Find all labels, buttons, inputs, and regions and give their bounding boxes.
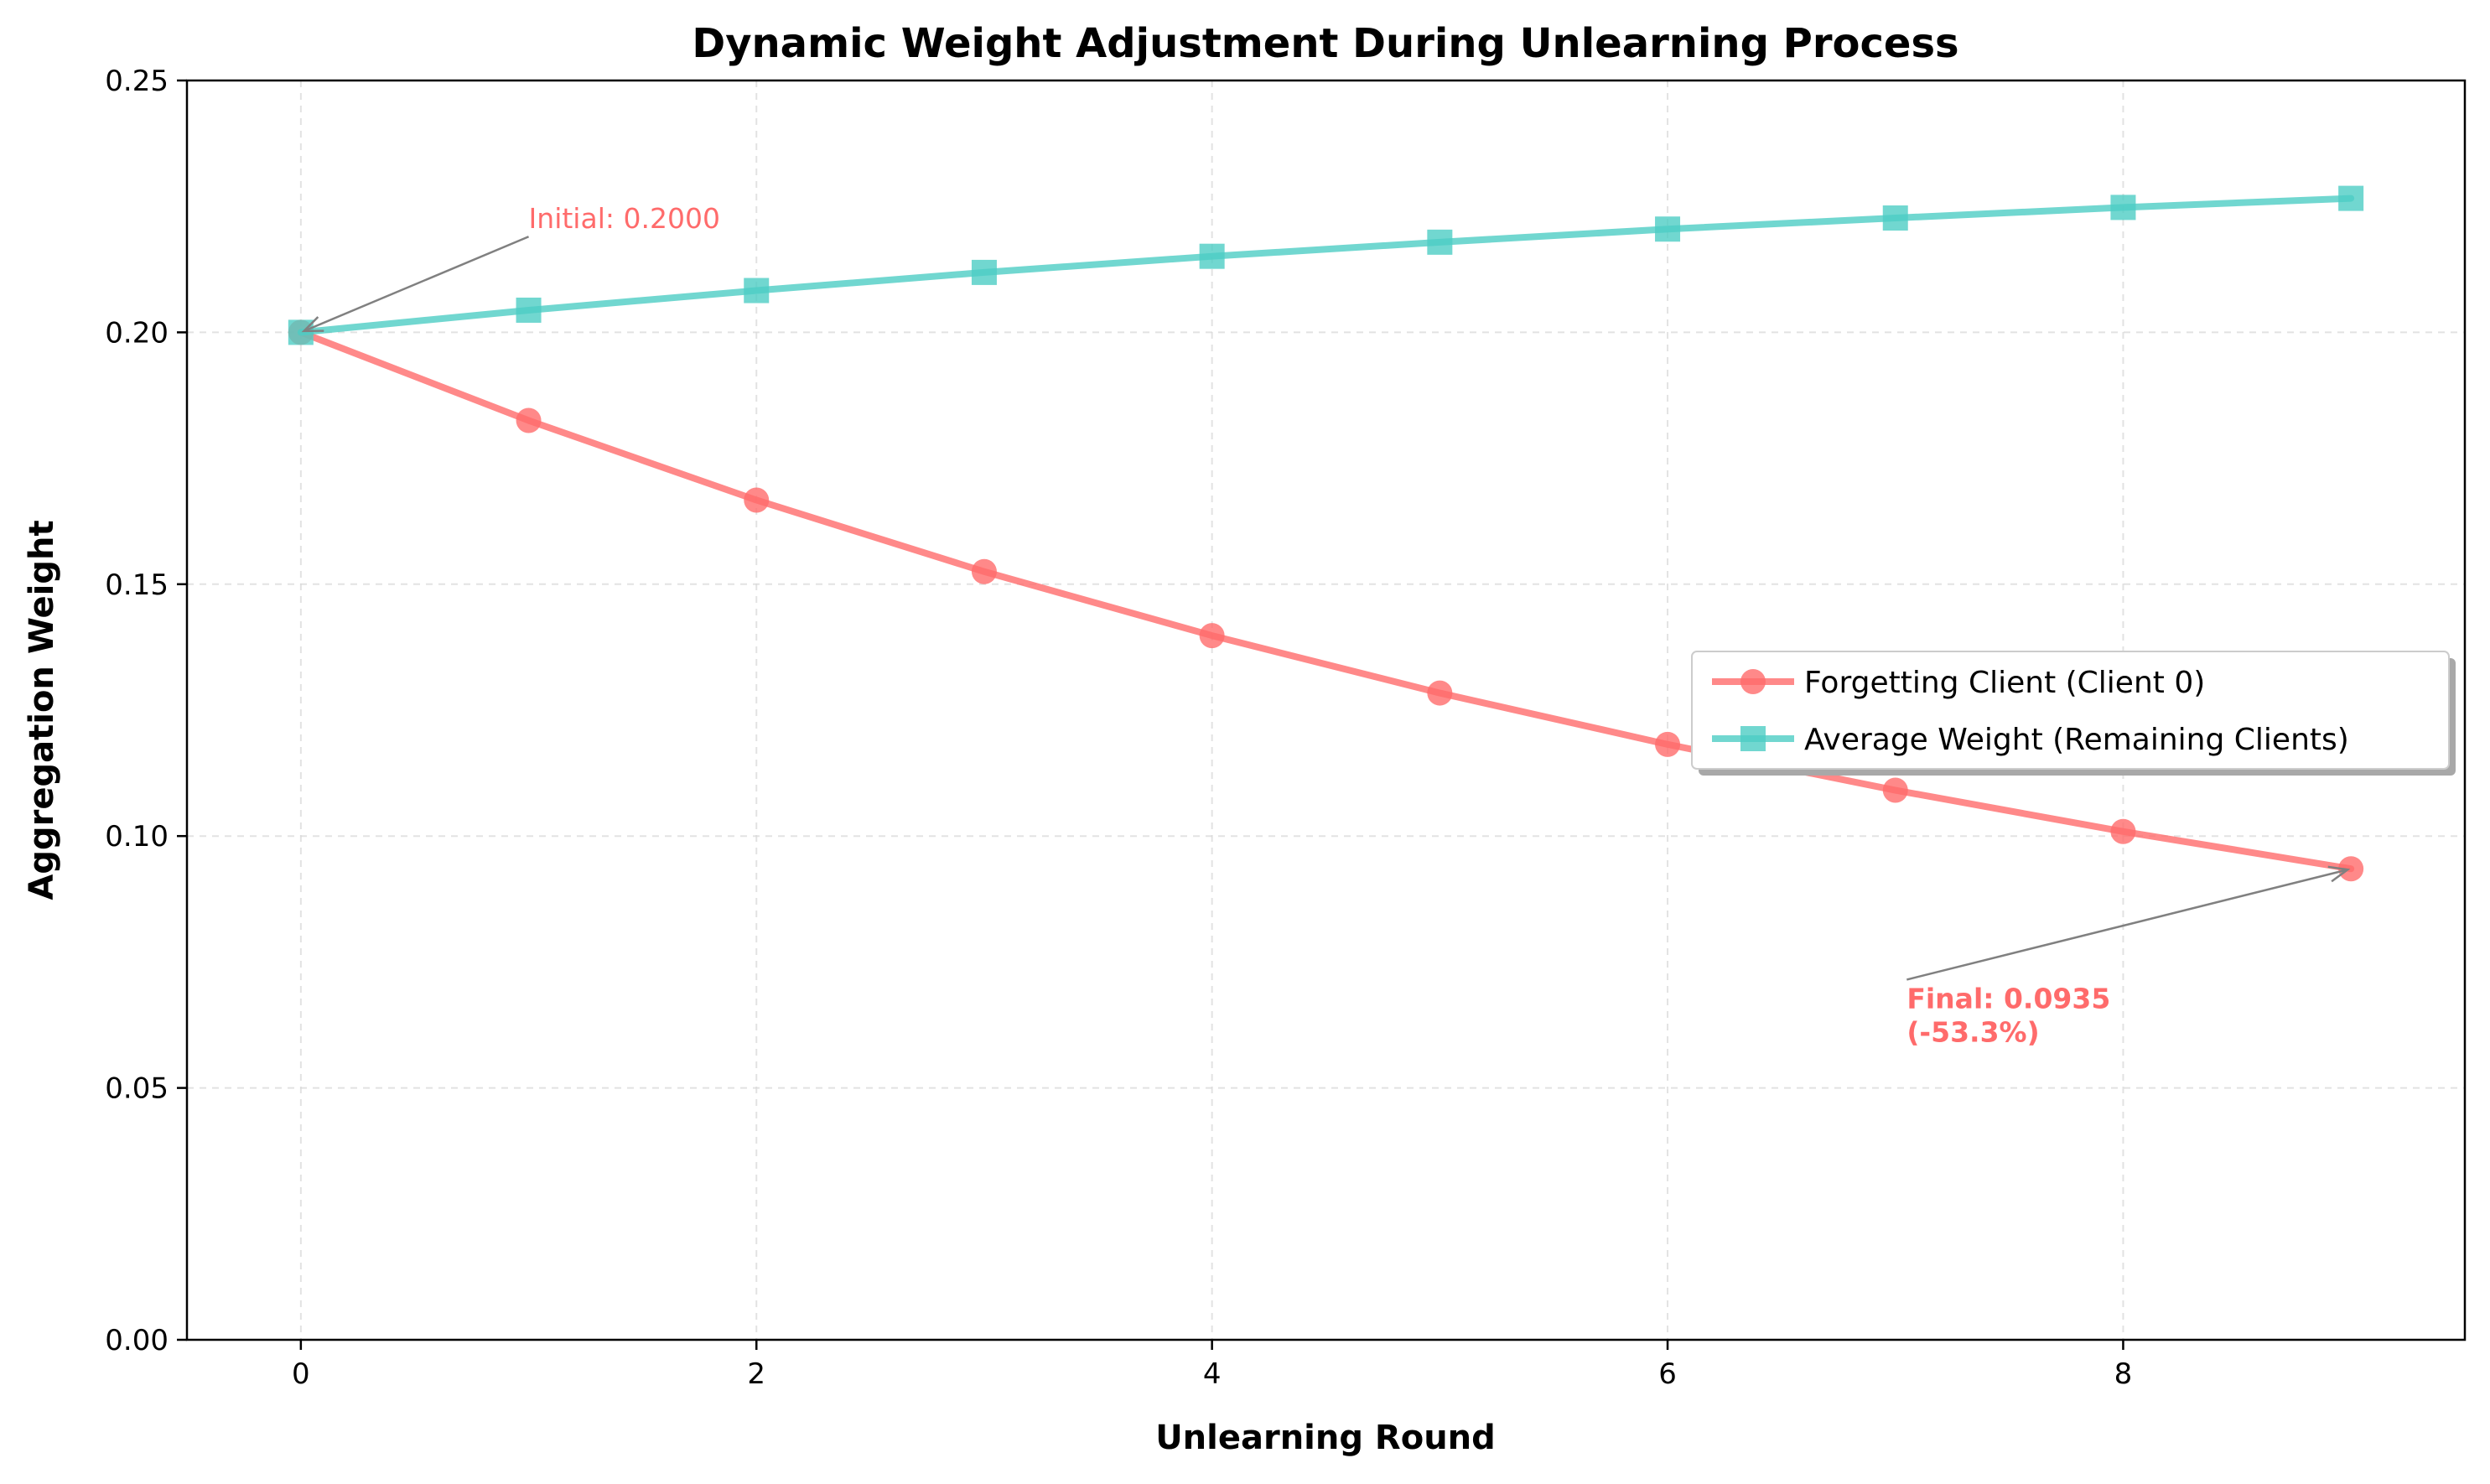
series-1-point bbox=[2338, 856, 2364, 882]
y-tick-label: 0.05 bbox=[105, 1072, 169, 1106]
series-2-point bbox=[516, 297, 542, 323]
annotation-text-2: Final: 0.0935 bbox=[1906, 982, 2110, 1014]
x-tick-label: 4 bbox=[1203, 1357, 1222, 1391]
series-1-point bbox=[1427, 680, 1453, 706]
series-1-point bbox=[1655, 731, 1681, 757]
series-2-point bbox=[971, 259, 997, 285]
x-tick-label: 8 bbox=[2114, 1357, 2133, 1391]
y-axis-label: Aggregation Weight bbox=[23, 520, 61, 900]
series-1-point bbox=[971, 558, 997, 584]
series-layer bbox=[288, 185, 2364, 882]
annotations-layer: Initial: 0.2000 Final: 0.0935(-53.3%) bbox=[301, 202, 2351, 1048]
series-2-point bbox=[1882, 205, 1908, 231]
y-tick-label: 0.25 bbox=[105, 65, 169, 98]
annotation-arrowhead-2 bbox=[2327, 865, 2351, 883]
series-2-point bbox=[744, 278, 770, 304]
legend-label-2: Average Weight (Remaining Clients) bbox=[1804, 723, 2349, 757]
series-2-point bbox=[1427, 229, 1453, 255]
legend-marker-2 bbox=[1740, 726, 1766, 751]
annotation-text-1: Initial: 0.2000 bbox=[529, 202, 720, 235]
series-line-2 bbox=[297, 195, 2355, 336]
series-2-point bbox=[288, 319, 314, 345]
ticks: 0 2 4 6 8 0.00 0.05 0.10 0.15 0.20 0.25 bbox=[105, 65, 2132, 1391]
series-2-point bbox=[2338, 185, 2364, 211]
annotation-text-2: (-53.3%) bbox=[1906, 1015, 2039, 1048]
series-2-point bbox=[1655, 216, 1681, 242]
legend-box bbox=[1691, 651, 2450, 770]
series-line-1 bbox=[297, 329, 2355, 873]
series-1-point bbox=[744, 487, 770, 513]
legend-label-1: Forgetting Client (Client 0) bbox=[1804, 666, 2205, 700]
chart-title: Dynamic Weight Adjustment During Unlearn… bbox=[692, 20, 1958, 67]
y-tick-label: 0.10 bbox=[105, 820, 169, 854]
y-tick-label: 0.00 bbox=[105, 1324, 169, 1357]
y-tick-label: 0.20 bbox=[105, 316, 169, 350]
x-axis-label: Unlearning Round bbox=[1155, 1419, 1496, 1457]
x-tick-label: 2 bbox=[747, 1357, 765, 1391]
series-1-point bbox=[1199, 623, 1225, 649]
x-tick-label: 6 bbox=[1658, 1357, 1677, 1391]
legend-marker-1 bbox=[1740, 669, 1766, 694]
annotation-arrowhead-1 bbox=[301, 316, 324, 333]
legend: Forgetting Client (Client 0) Average Weig… bbox=[1691, 651, 2456, 776]
x-tick-label: 0 bbox=[292, 1357, 310, 1391]
series-1-point bbox=[2110, 818, 2136, 844]
series-1-point bbox=[516, 407, 542, 433]
annotation-arrow-1 bbox=[303, 236, 530, 333]
y-tick-label: 0.15 bbox=[105, 568, 169, 602]
series-2-point bbox=[2110, 195, 2136, 221]
plot-frame bbox=[185, 79, 2467, 1341]
annotation-arrow-2 bbox=[1906, 869, 2348, 981]
series-2-point bbox=[1199, 243, 1225, 269]
series-1-point bbox=[1882, 777, 1908, 803]
